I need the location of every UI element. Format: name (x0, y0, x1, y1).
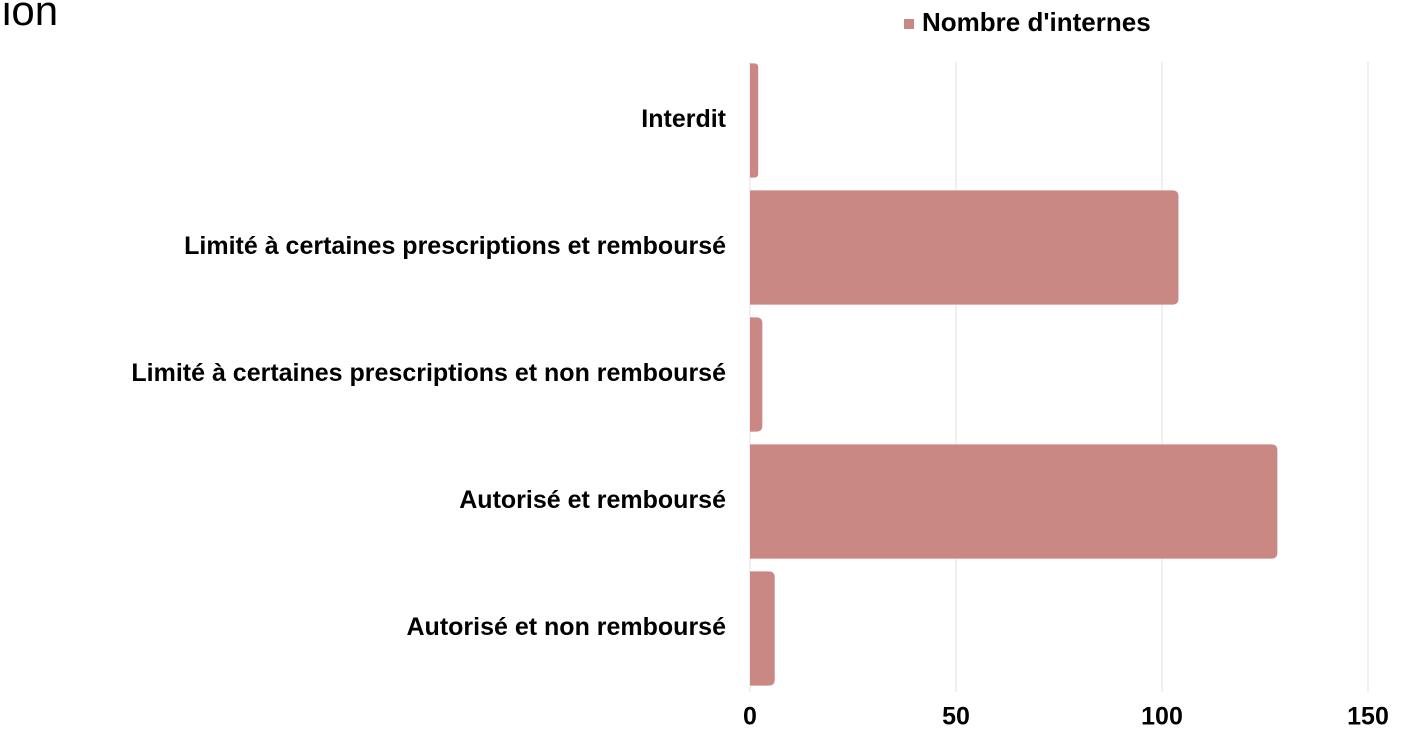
chart-title: ion (2, 0, 58, 34)
bar (750, 63, 759, 178)
bar (750, 444, 1278, 559)
y-tick-label: Autorisé et non remboursé (407, 613, 727, 641)
y-tick-label: Limité à certaines prescriptions et remb… (184, 232, 726, 260)
y-tick-label: Autorisé et remboursé (459, 486, 726, 514)
bar (750, 317, 763, 432)
bar (750, 571, 775, 686)
legend-label: Nombre d'internes (922, 7, 1151, 37)
legend-swatch (904, 19, 914, 29)
x-tick-label: 150 (1347, 703, 1389, 729)
y-tick-label: Limité à certaines prescriptions et non … (131, 359, 726, 387)
bar (750, 190, 1179, 305)
x-tick-label: 0 (743, 703, 757, 729)
x-tick-label: 50 (942, 703, 970, 729)
y-tick-label: Interdit (641, 105, 726, 133)
x-tick-label: 100 (1141, 703, 1183, 729)
